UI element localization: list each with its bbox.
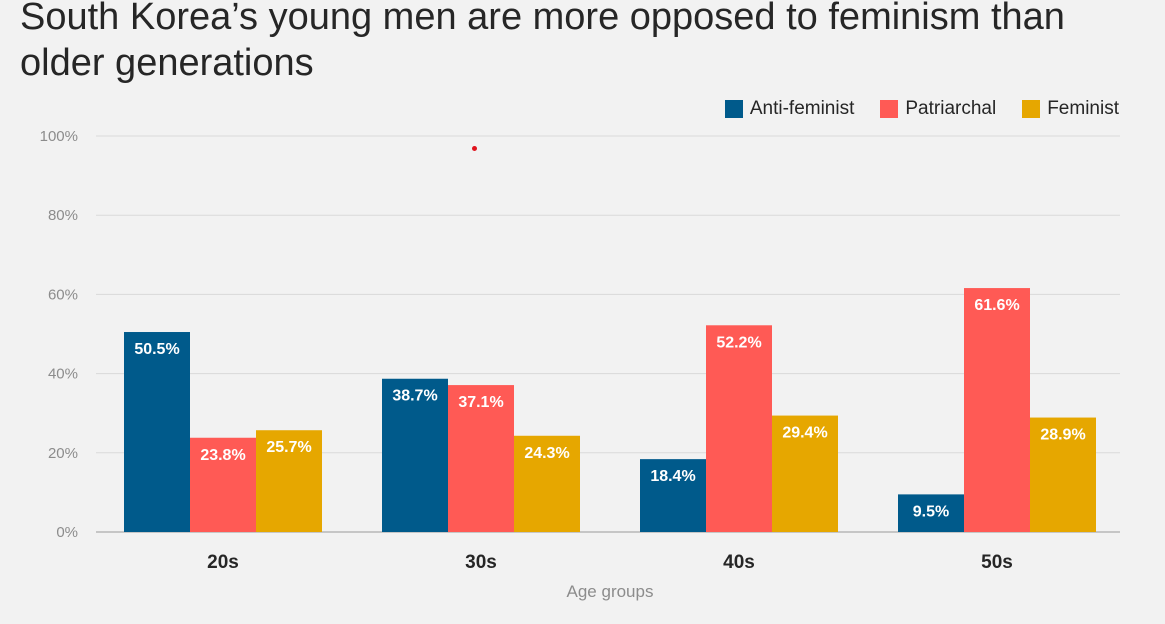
bar-feminist-20s xyxy=(256,430,322,532)
red-dot-marker xyxy=(472,146,477,151)
category-label-40s: 40s xyxy=(723,552,755,573)
data-label: 18.4% xyxy=(650,468,695,485)
data-label: 38.7% xyxy=(392,388,437,405)
bar-patriarchal-30s xyxy=(448,385,514,532)
legend-label: Feminist xyxy=(1047,98,1119,119)
y-tick-label: 40% xyxy=(48,366,78,383)
y-tick-label: 0% xyxy=(56,524,78,541)
chart-legend: Anti-feminist Patriarchal Feminist xyxy=(724,98,1119,120)
x-axis-title: Age groups xyxy=(567,582,654,601)
legend-swatch xyxy=(724,100,743,118)
category-label-30s: 30s xyxy=(465,552,497,573)
data-label: 23.8% xyxy=(200,447,245,464)
chart-title: South Korea’s young men are more opposed… xyxy=(20,0,1065,84)
data-label: 25.7% xyxy=(266,439,311,456)
legend-swatch xyxy=(880,100,899,118)
data-label: 52.2% xyxy=(716,334,761,351)
bar-patriarchal-40s xyxy=(706,325,772,532)
data-label: 24.3% xyxy=(524,445,569,462)
legend-item: Anti-feminist xyxy=(724,98,855,120)
category-label-20s: 20s xyxy=(207,552,239,573)
bar-anti-feminist-20s xyxy=(124,332,190,532)
bar-feminist-40s xyxy=(772,415,838,532)
category-label-50s: 50s xyxy=(981,552,1013,573)
bar-feminist-50s xyxy=(1030,417,1096,532)
y-tick-label: 100% xyxy=(40,128,78,145)
data-label: 9.5% xyxy=(913,503,949,520)
bar-patriarchal-20s xyxy=(190,437,256,532)
bar-anti-feminist-30s xyxy=(382,378,448,532)
y-tick-label: 20% xyxy=(48,445,78,462)
legend-item: Patriarchal xyxy=(880,98,996,120)
y-tick-label: 80% xyxy=(48,207,78,224)
bar-anti-feminist-40s xyxy=(640,459,706,532)
data-label: 29.4% xyxy=(782,425,827,442)
bar-feminist-30s xyxy=(514,435,580,532)
legend-label: Patriarchal xyxy=(905,98,997,119)
data-label: 61.6% xyxy=(974,297,1019,314)
data-label: 50.5% xyxy=(134,341,179,358)
data-label: 28.9% xyxy=(1040,427,1085,444)
y-tick-label: 60% xyxy=(48,286,78,303)
bar-anti-feminist-50s xyxy=(898,494,964,532)
bar-patriarchal-50s xyxy=(964,288,1030,532)
legend-swatch xyxy=(1022,100,1041,118)
data-label: 37.1% xyxy=(458,394,503,411)
legend-label: Anti-feminist xyxy=(749,98,855,119)
legend-item: Feminist xyxy=(1022,98,1119,120)
